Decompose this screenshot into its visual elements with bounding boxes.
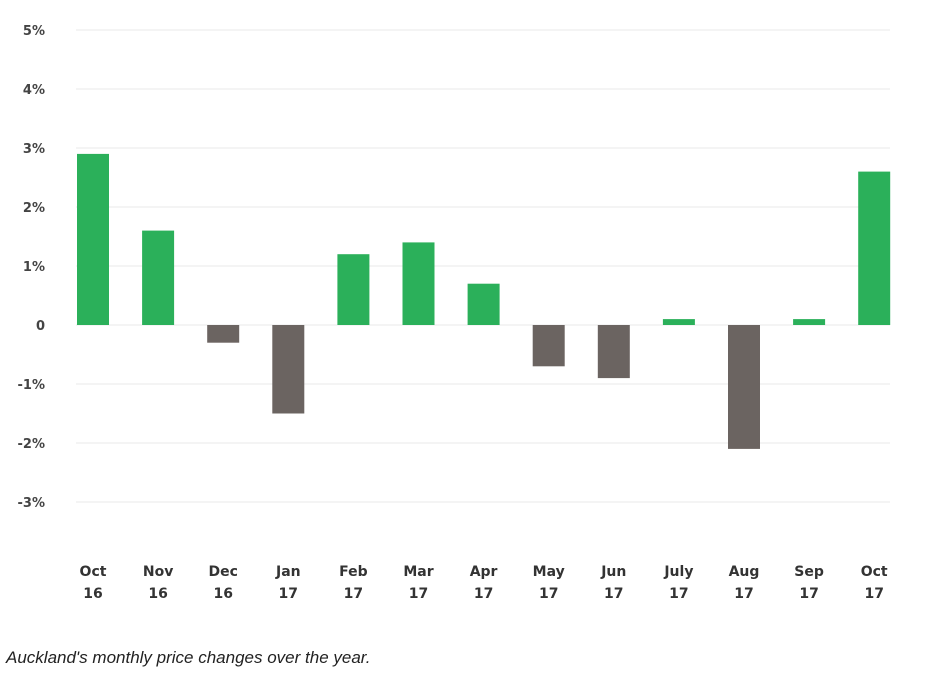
x-tick-label-year: 16 <box>148 586 167 602</box>
y-tick-label: -2% <box>18 437 45 452</box>
x-tick-label-month: Aug <box>729 564 760 580</box>
x-tick-label-month: Apr <box>470 564 498 580</box>
x-tick-label-year: 17 <box>864 586 883 602</box>
bar <box>272 325 305 414</box>
x-tick-label-month: Oct <box>861 564 888 580</box>
x-tick-label-year: 17 <box>669 586 688 602</box>
bar <box>728 325 760 449</box>
y-tick-label: 1% <box>23 260 45 275</box>
bar <box>662 319 695 325</box>
x-tick-label-month: Jun <box>600 564 626 580</box>
bar <box>402 242 435 325</box>
x-tick-label-month: July <box>663 564 693 580</box>
y-axis-tick-labels: 5% 4% 3% 2% 1% 0 -1% -2% -3% <box>18 24 45 511</box>
bar <box>77 153 109 325</box>
bar <box>337 254 370 325</box>
x-axis-category-labels: Oct 16 Nov 16 Dec 16 Jan 17 Feb 17 Mar 17 Apr 17 May 17… <box>80 564 888 602</box>
x-tick-label-year: 17 <box>604 586 623 602</box>
bar <box>207 325 240 343</box>
x-tick-label-month: Feb <box>339 564 368 580</box>
x-tick-label-month: Nov <box>143 564 173 580</box>
x-tick-label-month: Dec <box>208 564 237 580</box>
bar <box>532 325 565 367</box>
chart-caption: Auckland's monthly price changes over th… <box>6 648 371 667</box>
x-tick-label-year: 17 <box>409 586 428 602</box>
bar <box>467 283 500 325</box>
x-tick-label-year: 17 <box>279 586 298 602</box>
x-tick-label-year: 16 <box>213 586 232 602</box>
x-tick-label-month: Mar <box>403 564 433 580</box>
x-tick-label-month: Jan <box>275 564 301 580</box>
bar <box>142 230 175 325</box>
x-tick-label-year: 16 <box>83 586 102 602</box>
y-tick-label: 0 <box>36 319 45 334</box>
y-tick-label: 3% <box>23 142 45 157</box>
x-tick-label-year: 17 <box>799 586 818 602</box>
x-tick-label-year: 17 <box>539 586 558 602</box>
x-tick-label-month: May <box>533 564 565 580</box>
x-tick-label-month: Oct <box>80 564 107 580</box>
y-tick-label: -1% <box>18 378 45 393</box>
x-tick-label-year: 17 <box>474 586 493 602</box>
bar <box>858 171 891 325</box>
gridlines <box>76 29 890 503</box>
x-tick-label-year: 17 <box>734 586 753 602</box>
bar <box>793 319 826 325</box>
y-tick-label: -3% <box>18 496 45 511</box>
y-tick-label: 4% <box>23 83 45 98</box>
x-tick-label-year: 17 <box>344 586 363 602</box>
price-change-chart: 5% 4% 3% 2% 1% 0 -1% -2% -3% Oct 16 Nov 16 Dec 16 Jan 1… <box>18 24 891 602</box>
x-tick-label-month: Sep <box>794 564 824 580</box>
y-tick-label: 2% <box>23 201 45 216</box>
y-tick-label: 5% <box>23 24 45 39</box>
bars <box>77 153 891 449</box>
bar <box>597 325 630 379</box>
